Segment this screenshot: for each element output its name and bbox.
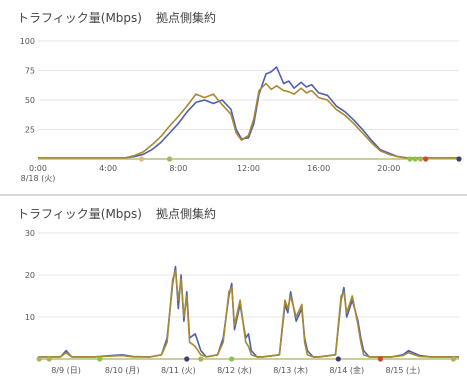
event-marker <box>450 356 456 362</box>
y-tick-label: 25 <box>25 126 35 135</box>
event-marker <box>166 156 173 162</box>
panel-header: トラフィック量(Mbps) 拠点側集約 <box>17 205 216 222</box>
x-tick-label: 8:00 <box>169 164 187 173</box>
event-marker <box>198 356 204 362</box>
x-tick-label: 8/15 (土) <box>385 365 420 375</box>
event-marker <box>456 156 462 162</box>
y-tick-label: 10 <box>25 313 35 322</box>
event-marker <box>184 356 190 362</box>
chart-title: トラフィック量(Mbps) <box>17 11 142 25</box>
chart-subtitle: 拠点側集約 <box>155 207 216 221</box>
x-tick-label: 8/13 (木) <box>273 365 308 375</box>
x-tick-label: 8/10 (月) <box>105 366 140 375</box>
series-line <box>38 66 459 159</box>
chart-title: トラフィック量(Mbps) <box>17 207 142 221</box>
x-tick-label: 12:00 <box>237 164 260 173</box>
event-marker <box>97 356 103 362</box>
chart-panel-bottom: トラフィック量(Mbps) 拠点側集約 30 20 10 8/9 (日) 8/10 (月)… <box>0 194 467 381</box>
chart-panel-top: トラフィック量(Mbps) 拠点側集約 100 75 50 25 0:00 4:00 8:00… <box>0 0 467 189</box>
event-marker <box>407 156 413 162</box>
panel-header: トラフィック量(Mbps) 拠点側集約 <box>17 9 216 26</box>
x-tick-label: 8/11 (火) <box>161 366 196 375</box>
traffic-chart-weekly: 30 20 10 8/9 (日) 8/10 (月) 8/11 (火) 8/12 (水) 8/1… <box>25 229 459 375</box>
x-tick-label: 0:00 <box>29 164 47 173</box>
series-line <box>38 82 459 159</box>
y-tick-label: 50 <box>25 96 35 105</box>
event-marker <box>138 156 145 162</box>
event-marker <box>36 356 42 362</box>
traffic-chart-daily: 100 75 50 25 0:00 4:00 8:00 12:00 16:00 20:00 8/18… <box>20 37 462 183</box>
series-line <box>38 270 459 358</box>
y-tick-label: 30 <box>25 229 35 238</box>
x-tick-label: 4:00 <box>99 164 117 173</box>
event-marker <box>423 156 429 162</box>
x-tick-label: 8/14 (金) <box>329 365 364 375</box>
event-marker <box>412 156 418 162</box>
chart-subtitle: 拠点側集約 <box>155 11 216 25</box>
event-marker <box>335 356 341 362</box>
x-tick-label: 8/9 (日) <box>51 366 81 375</box>
x-tick-label: 8/12 (水) <box>217 365 252 375</box>
y-tick-label: 75 <box>25 67 35 76</box>
x-tick-label: 16:00 <box>307 164 330 173</box>
y-tick-label: 20 <box>25 271 35 280</box>
event-marker <box>417 156 424 162</box>
event-marker <box>377 356 384 362</box>
y-tick-label: 100 <box>20 37 35 46</box>
x-tick-label: 20:00 <box>377 164 400 173</box>
event-marker <box>229 356 235 362</box>
event-marker <box>46 356 52 362</box>
x-date-label: 8/18 (火) <box>21 174 56 183</box>
series-line <box>38 265 459 358</box>
